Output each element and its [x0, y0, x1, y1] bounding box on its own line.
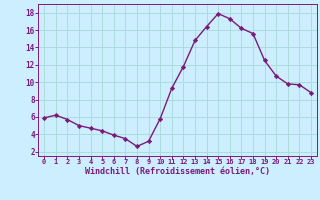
X-axis label: Windchill (Refroidissement éolien,°C): Windchill (Refroidissement éolien,°C) [85, 167, 270, 176]
